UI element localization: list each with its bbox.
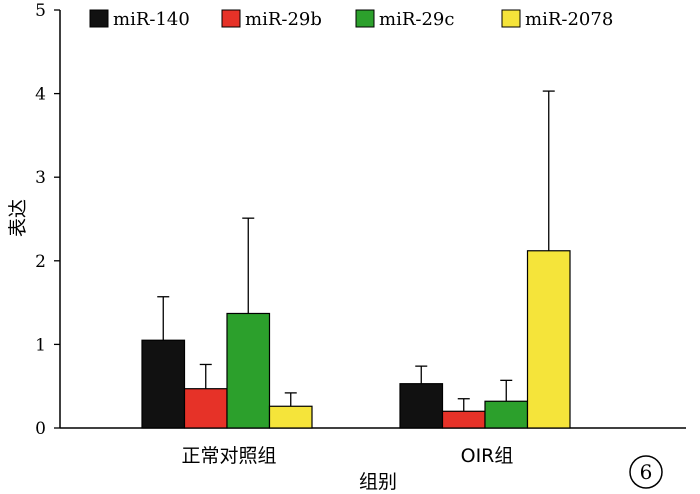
bar: [484, 400, 529, 429]
legend: miR-140 miR-29b miR-29c miR-2078: [89, 9, 613, 30]
x-axis-title: 组别: [359, 471, 397, 493]
legend-label: miR-2078: [525, 9, 613, 30]
legend-swatch: [221, 9, 241, 28]
error-bars: [157, 90, 555, 412]
legend-label: miR-29c: [379, 9, 454, 30]
bar: [226, 312, 271, 429]
legend-label: miR-29b: [245, 9, 322, 30]
bar: [183, 388, 228, 429]
y-tick-label: 0: [35, 419, 46, 439]
legend-swatch: [89, 9, 109, 28]
bar: [526, 250, 571, 429]
legend-swatch: [501, 9, 521, 28]
panel-label: 6: [629, 455, 663, 489]
bar: [141, 339, 186, 429]
bar: [441, 410, 486, 429]
legend-swatch: [355, 9, 375, 28]
y-tick-label: 5: [35, 1, 46, 21]
y-tick-label: 2: [35, 252, 46, 272]
bars: [141, 250, 571, 429]
y-tick-label: 4: [35, 85, 46, 105]
x-tick-label: OIR组: [461, 445, 514, 467]
bar: [268, 405, 313, 429]
legend-label: miR-140: [113, 9, 190, 30]
x-ticks: 正常对照组 OIR组: [181, 445, 513, 467]
bar: [399, 383, 444, 429]
y-axis-title: 表达: [7, 199, 29, 237]
y-tick-label: 3: [35, 168, 46, 188]
x-tick-label: 正常对照组: [181, 445, 276, 467]
panel-label-text: 6: [640, 460, 653, 484]
y-ticks: 0 1 2 3 4 5: [35, 1, 60, 439]
y-tick-label: 1: [35, 335, 46, 355]
